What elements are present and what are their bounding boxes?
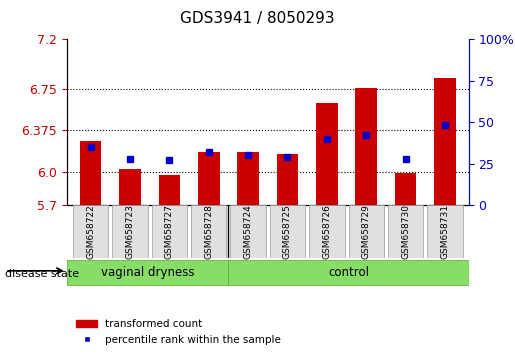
Text: GSM658728: GSM658728 xyxy=(204,204,213,259)
Text: GSM658729: GSM658729 xyxy=(362,204,371,259)
Bar xyxy=(355,88,377,205)
Text: GSM658730: GSM658730 xyxy=(401,204,410,259)
FancyBboxPatch shape xyxy=(349,205,384,258)
Bar xyxy=(277,154,298,205)
FancyBboxPatch shape xyxy=(151,205,187,258)
FancyBboxPatch shape xyxy=(309,205,345,258)
Text: GSM658731: GSM658731 xyxy=(440,204,450,259)
Text: GSM658722: GSM658722 xyxy=(86,205,95,259)
Bar xyxy=(237,152,259,205)
Text: GDS3941 / 8050293: GDS3941 / 8050293 xyxy=(180,11,335,25)
FancyBboxPatch shape xyxy=(229,260,469,285)
FancyBboxPatch shape xyxy=(112,205,148,258)
Text: GSM658723: GSM658723 xyxy=(126,204,134,259)
Bar xyxy=(434,78,456,205)
Legend: transformed count, percentile rank within the sample: transformed count, percentile rank withi… xyxy=(72,315,285,349)
FancyBboxPatch shape xyxy=(270,205,305,258)
Bar xyxy=(395,173,417,205)
Text: GSM658724: GSM658724 xyxy=(244,205,253,259)
Text: GSM658726: GSM658726 xyxy=(322,204,331,259)
Text: GSM658725: GSM658725 xyxy=(283,204,292,259)
Bar xyxy=(119,169,141,205)
FancyBboxPatch shape xyxy=(230,205,266,258)
Bar xyxy=(159,175,180,205)
FancyBboxPatch shape xyxy=(73,205,108,258)
FancyBboxPatch shape xyxy=(191,205,227,258)
FancyBboxPatch shape xyxy=(388,205,423,258)
Text: GSM658727: GSM658727 xyxy=(165,204,174,259)
Text: control: control xyxy=(328,266,369,279)
FancyBboxPatch shape xyxy=(67,260,229,285)
Text: disease state: disease state xyxy=(5,269,79,279)
FancyBboxPatch shape xyxy=(427,205,463,258)
Text: vaginal dryness: vaginal dryness xyxy=(101,266,195,279)
Bar xyxy=(80,141,101,205)
Bar xyxy=(198,152,219,205)
Bar xyxy=(316,103,338,205)
